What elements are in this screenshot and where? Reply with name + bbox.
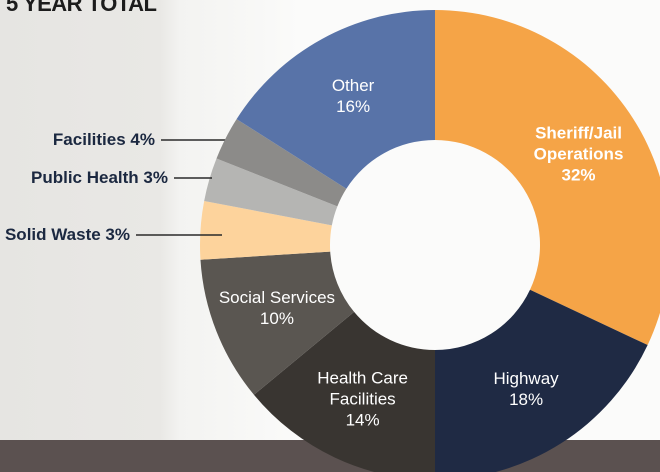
slice-label: Health Care Facilities 14% bbox=[303, 367, 423, 430]
slice-category: Other bbox=[331, 76, 375, 96]
slice-category: Public Health bbox=[31, 168, 139, 187]
slice-label: Other 16% bbox=[293, 75, 413, 117]
slice-category: Health Care Facilities bbox=[317, 368, 408, 409]
slice-percent: 10% bbox=[259, 308, 294, 328]
donut-slice bbox=[216, 119, 347, 207]
slice-percent: 3% bbox=[143, 168, 168, 187]
donut-slice bbox=[200, 251, 355, 395]
chart-title: 5 YEAR TOTAL bbox=[6, 0, 157, 16]
slice-category: Solid Waste bbox=[4, 225, 101, 244]
slice-label: Highway 18% bbox=[466, 368, 586, 410]
slice-label: Sheriff/Jail Operations 32% bbox=[519, 122, 639, 185]
slice-percent: 32% bbox=[561, 165, 596, 185]
slice-label: Facilities 4% bbox=[53, 130, 155, 150]
slice-category: Social Services bbox=[218, 287, 336, 307]
slice-category: Highway bbox=[493, 368, 559, 388]
slice-percent: 3% bbox=[105, 225, 130, 244]
slice-label: Public Health 3% bbox=[31, 168, 168, 188]
donut-slice bbox=[435, 10, 660, 346]
donut-slice bbox=[200, 200, 332, 260]
donut-slice bbox=[253, 311, 435, 472]
slice-category: Sheriff/Jail Operations bbox=[533, 123, 624, 164]
slice-category: Facilities bbox=[52, 130, 126, 149]
slice-percent: 16% bbox=[336, 97, 371, 117]
donut-slice bbox=[236, 10, 435, 189]
slice-percent: 4% bbox=[130, 130, 155, 149]
donut-slice bbox=[435, 289, 648, 472]
donut-slice bbox=[204, 158, 338, 226]
slice-label: Solid Waste 3% bbox=[5, 225, 130, 245]
slice-percent: 18% bbox=[509, 389, 544, 409]
slice-percent: 14% bbox=[345, 410, 380, 430]
slice-label: Social Services 10% bbox=[217, 287, 337, 329]
